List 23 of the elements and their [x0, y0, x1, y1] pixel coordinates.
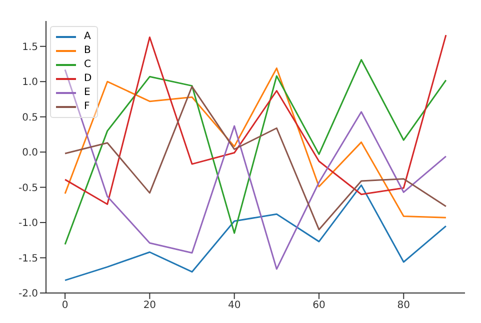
y-tick-label: -0.5: [18, 182, 38, 194]
legend-label: A: [84, 30, 91, 44]
line-series: [64, 184, 447, 282]
y-tick-label: -1.0: [18, 218, 38, 230]
y-tick-label: 1.5: [22, 42, 38, 53]
x-tick-label: 80: [397, 300, 410, 312]
x-tick-label: 20: [143, 300, 156, 312]
legend-label: F: [84, 100, 90, 114]
y-tick-label: 1.0: [22, 77, 38, 88]
legend-label: C: [84, 58, 91, 72]
y-tick-label: 0.0: [22, 148, 38, 159]
line-series: [64, 67, 447, 218]
line-series: [64, 59, 447, 246]
legend-label: E: [84, 86, 90, 100]
x-tick-label: 0: [62, 300, 68, 312]
y-tick-label: -2.0: [18, 288, 38, 300]
y-tick-label: -1.5: [18, 253, 38, 264]
line-series: [64, 86, 447, 230]
legend-label: B: [84, 44, 91, 58]
x-tick-label: 40: [228, 300, 241, 312]
x-tick-label: 60: [312, 300, 326, 312]
legend-label: D: [84, 72, 92, 86]
y-tick-label: 0.5: [22, 112, 38, 124]
